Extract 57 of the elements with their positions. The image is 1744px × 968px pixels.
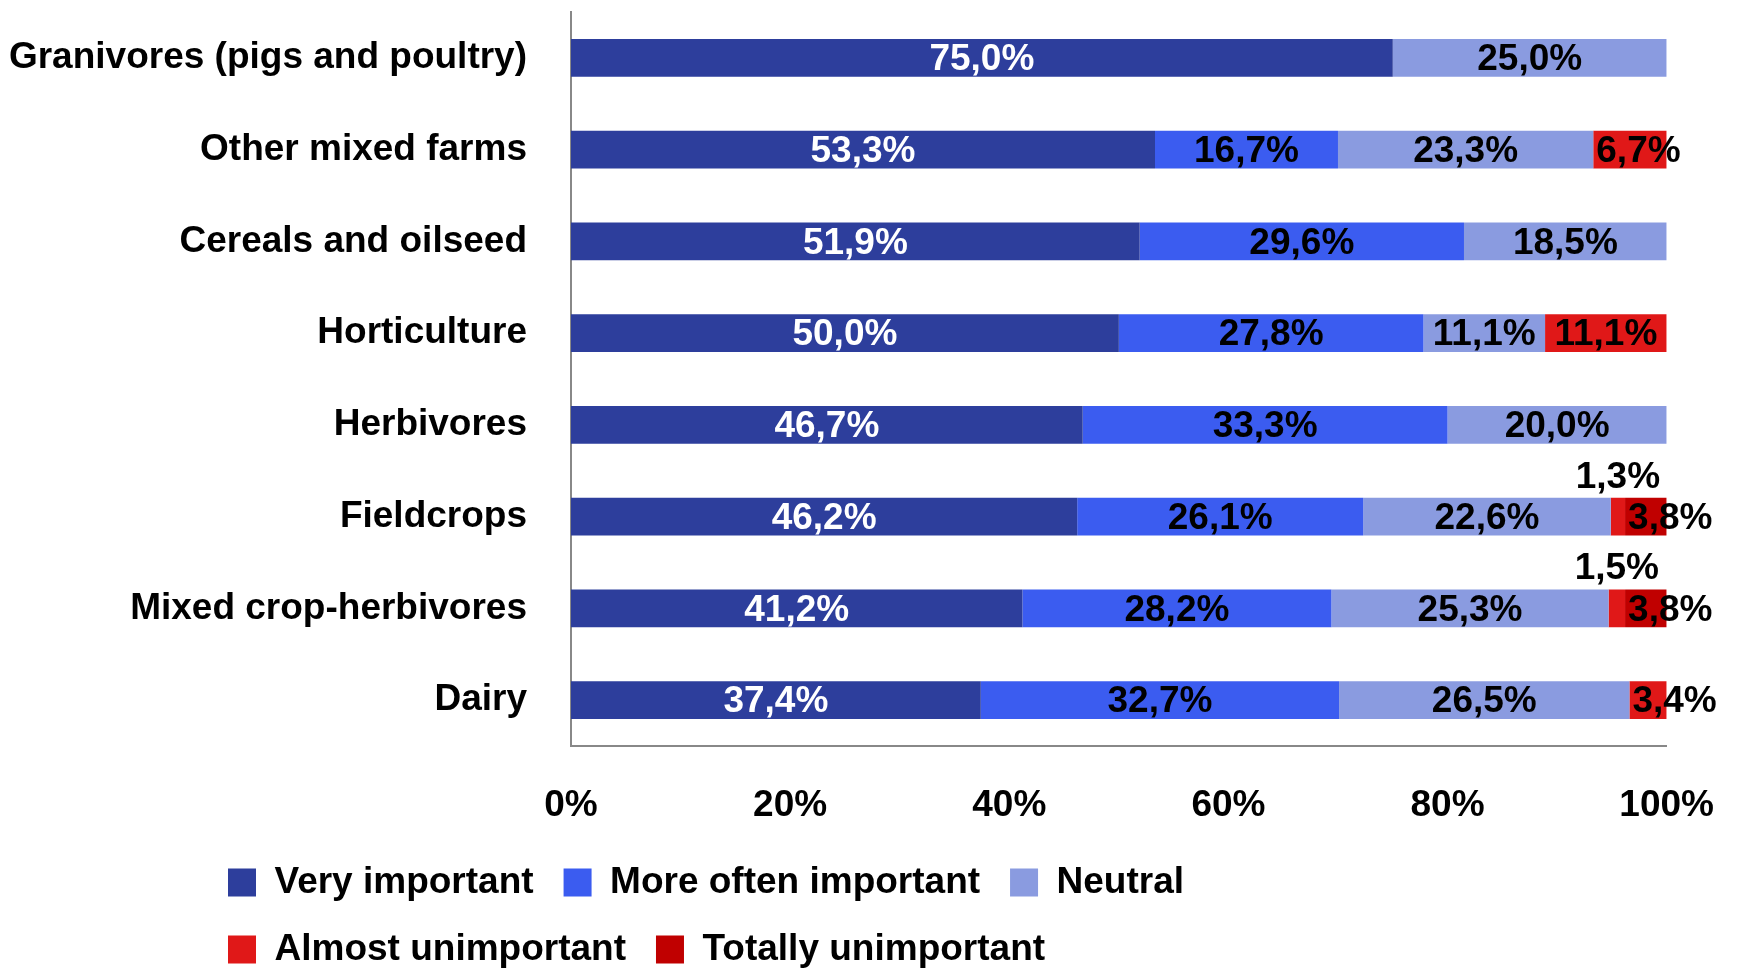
- data-label: 1,5%: [1574, 546, 1659, 588]
- data-label: 20,0%: [1504, 404, 1610, 446]
- data-label: 16,7%: [1194, 128, 1299, 170]
- bar: [571, 39, 1393, 77]
- y-tick-label: Dairy: [434, 677, 528, 719]
- data-label: 18,5%: [1512, 220, 1618, 262]
- y-tick-label: Other mixed farms: [200, 126, 527, 168]
- legend-label: Very important: [274, 859, 534, 901]
- data-label: 22,6%: [1434, 495, 1540, 537]
- x-tick-label: 40%: [972, 783, 1047, 825]
- bar: [1610, 497, 1626, 536]
- legend-label: Neutral: [1056, 859, 1185, 901]
- bar: [571, 589, 1023, 628]
- data-label: 25,3%: [1417, 587, 1523, 629]
- bar: [571, 314, 1119, 352]
- data-label: 29,6%: [1249, 220, 1355, 262]
- data-label: 23,3%: [1413, 128, 1519, 170]
- bar: [1608, 589, 1626, 628]
- data-label: 26,5%: [1431, 679, 1537, 721]
- data-label: 1,3%: [1575, 454, 1661, 496]
- data-label: 33,3%: [1212, 404, 1318, 446]
- bar: [571, 497, 1078, 536]
- x-tick-label: 20%: [753, 783, 828, 825]
- y-tick-label: Horticulture: [317, 310, 527, 352]
- data-label: 11,1%: [1554, 312, 1658, 354]
- data-label: 11,1%: [1432, 312, 1536, 354]
- y-tick-label: Cereals and oilseed: [179, 218, 527, 260]
- data-label: 26,1%: [1167, 495, 1273, 537]
- legend-label: Totally unimportant: [702, 926, 1046, 968]
- legend-label: More often important: [610, 859, 981, 901]
- x-tick-label: 80%: [1410, 783, 1485, 825]
- data-label: 28,2%: [1124, 587, 1230, 629]
- x-tick-label: 100%: [1619, 783, 1714, 825]
- x-tick-label: 60%: [1191, 783, 1266, 825]
- x-tick-label: 0%: [544, 783, 598, 825]
- bar: [571, 681, 981, 719]
- bar: [571, 222, 1140, 261]
- data-label: 51,9%: [802, 220, 908, 262]
- bar: [571, 406, 1083, 444]
- data-label: 46,7%: [774, 404, 880, 446]
- bar: [1082, 406, 1448, 444]
- legend-label: Almost unimportant: [274, 926, 626, 968]
- data-label: 53,3%: [810, 128, 916, 170]
- y-tick-label: Fieldcrops: [339, 493, 527, 535]
- data-label: 25,0%: [1477, 37, 1583, 79]
- data-label: 75,0%: [929, 37, 1035, 79]
- y-tick-label: Herbivores: [333, 402, 527, 444]
- data-label: 32,7%: [1107, 679, 1213, 721]
- data-label: 50,0%: [792, 312, 898, 354]
- data-label: 27,8%: [1218, 312, 1324, 354]
- data-label: 41,2%: [744, 587, 850, 629]
- bar: [980, 681, 1340, 719]
- y-tick-label: Mixed crop-herbivores: [130, 585, 527, 627]
- bar: [571, 130, 1155, 169]
- data-label: 46,2%: [771, 495, 877, 537]
- data-label: 37,4%: [723, 679, 829, 721]
- y-tick-label: Granivores (pigs and poultry): [8, 35, 527, 77]
